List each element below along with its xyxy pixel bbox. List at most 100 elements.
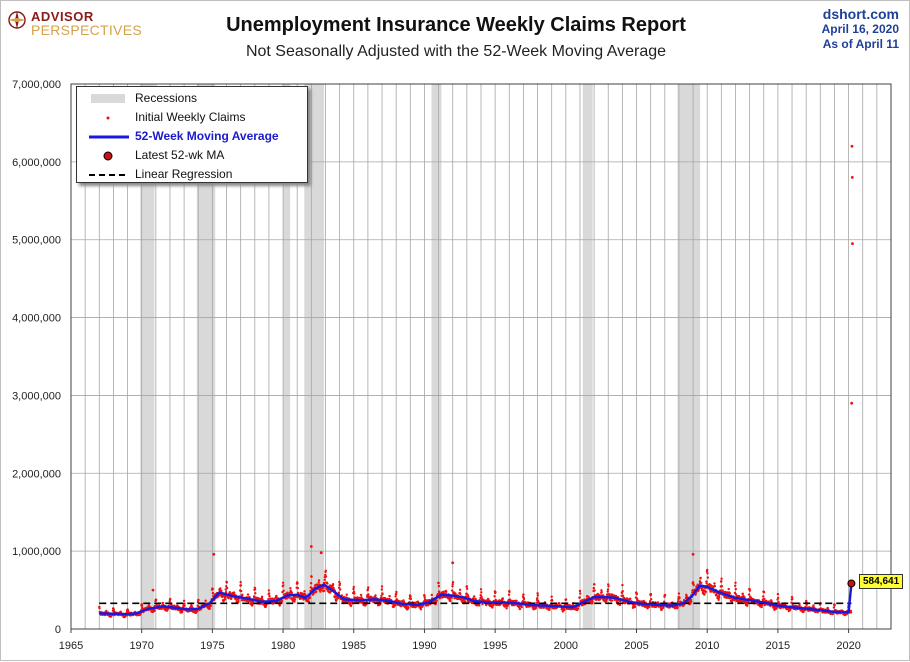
latest-point xyxy=(847,579,856,588)
claims-point xyxy=(349,604,353,608)
claims-point xyxy=(308,596,312,599)
claims-point xyxy=(507,593,511,596)
x-tick-label: 2020 xyxy=(836,640,860,652)
claims-point xyxy=(710,584,713,588)
recession-swatch-icon xyxy=(91,94,125,103)
claims-point xyxy=(607,585,610,588)
x-tick-label: 1965 xyxy=(59,640,83,652)
claims-point xyxy=(409,597,413,601)
claims-point xyxy=(558,602,561,605)
claims-point xyxy=(713,584,716,588)
claims-point xyxy=(260,595,264,598)
claims-point xyxy=(224,588,227,591)
claims-point xyxy=(388,594,391,598)
x-tick-label: 2005 xyxy=(624,640,648,652)
logo-line-1: ADVISOR xyxy=(31,9,94,24)
claims-point xyxy=(734,584,737,587)
claims-point xyxy=(197,598,200,602)
claims-point xyxy=(643,600,646,603)
claims-point xyxy=(677,592,681,595)
x-tick-label: 1970 xyxy=(129,640,153,652)
claims-point xyxy=(605,598,609,601)
claims-point xyxy=(293,600,296,603)
claims-point xyxy=(515,599,518,602)
legend-item-regression: Linear Regression xyxy=(77,165,307,184)
claims-point xyxy=(246,593,250,596)
claims-point xyxy=(303,590,306,593)
claims-point xyxy=(423,594,426,597)
claims-point xyxy=(494,590,497,594)
claims-point xyxy=(717,598,720,601)
claims-point xyxy=(663,600,666,603)
claims-point xyxy=(254,592,257,595)
claims-point xyxy=(451,581,455,584)
claims-point xyxy=(407,606,410,609)
claims-point xyxy=(442,590,446,593)
claims-point xyxy=(338,580,341,584)
claims-point xyxy=(435,599,438,602)
claims-point xyxy=(579,592,582,595)
claims-point xyxy=(591,600,594,603)
claims-point xyxy=(521,600,525,603)
claims-point xyxy=(734,587,737,591)
claims-point xyxy=(169,597,172,601)
claims-point xyxy=(663,593,667,597)
claims-point xyxy=(166,609,169,612)
claims-point xyxy=(648,605,651,609)
claims-point xyxy=(832,606,836,609)
claims-point xyxy=(790,601,793,604)
recession-band xyxy=(677,84,701,629)
claims-point xyxy=(322,586,325,590)
y-tick-label: 4,000,000 xyxy=(12,313,61,325)
claims-point xyxy=(227,597,230,600)
claims-point xyxy=(578,589,582,593)
claims-point xyxy=(606,590,609,593)
x-tick-label: 1980 xyxy=(271,640,295,652)
claims-point xyxy=(153,609,156,612)
claims-point xyxy=(140,604,144,607)
claims-point xyxy=(746,604,749,607)
claims-point xyxy=(309,545,313,548)
claims-point xyxy=(770,600,773,603)
claims-point xyxy=(451,561,455,565)
claims-point xyxy=(690,600,693,603)
claims-point xyxy=(324,575,328,578)
claims-point xyxy=(317,579,321,582)
claims-point xyxy=(465,587,469,590)
claims-point xyxy=(691,552,695,556)
claims-point xyxy=(849,611,853,614)
recession-bands xyxy=(140,84,701,629)
claims-point xyxy=(700,581,703,584)
claims-point xyxy=(182,599,186,602)
claims-point xyxy=(345,593,348,596)
claims-point xyxy=(394,595,397,598)
chart-legend: Recessions Initial Weekly Claims 52-Week… xyxy=(76,86,308,183)
claims-point xyxy=(743,596,746,599)
source-asof: As of April 11 xyxy=(822,37,899,51)
claims-point xyxy=(366,588,370,591)
claims-point xyxy=(352,587,355,591)
claims-point xyxy=(409,595,412,598)
claims-point xyxy=(650,598,653,601)
claims-point xyxy=(161,601,165,605)
claims-point xyxy=(776,592,780,596)
claims-point xyxy=(225,586,229,590)
claims-point xyxy=(748,589,752,592)
claims-point xyxy=(706,572,709,575)
claims-point xyxy=(326,582,329,585)
claims-point xyxy=(451,589,454,592)
claims-point xyxy=(204,599,207,602)
claims-point xyxy=(692,583,695,587)
x-tick-label: 2000 xyxy=(554,640,578,652)
claims-point xyxy=(331,583,335,586)
claims-point xyxy=(154,598,158,601)
claims-point xyxy=(416,600,420,603)
claims-point xyxy=(727,587,730,591)
claims-point xyxy=(734,581,737,584)
claims-point xyxy=(704,590,707,594)
blue-line-icon xyxy=(89,135,129,139)
claims-point xyxy=(290,591,293,594)
claims-point xyxy=(337,591,340,594)
latest-value-callout: 584,641 xyxy=(859,574,904,589)
claims-point xyxy=(700,586,703,590)
